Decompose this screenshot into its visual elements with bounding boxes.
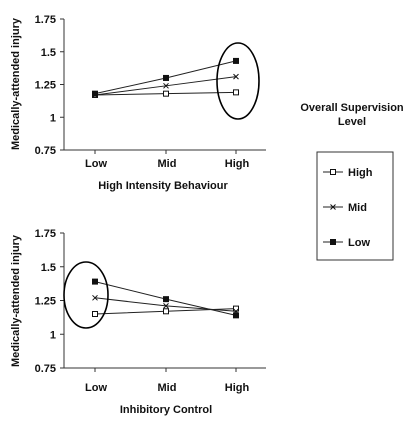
chart-inhibitory-control: 0.75 1 1.25 1.5 1.75 Low Mid High Inhibitory C… xyxy=(10,228,266,416)
series-markers xyxy=(92,57,239,98)
data-point-mid xyxy=(163,82,169,89)
legend-label: High xyxy=(348,167,373,179)
x-axis-ticks: Low Mid High xyxy=(85,150,249,170)
x-tick-label: Mid xyxy=(158,158,177,170)
data-point-low xyxy=(163,74,169,81)
y-tick-label: 1 xyxy=(50,112,56,124)
y-tick-label: 1.25 xyxy=(35,296,56,308)
y-tick-label: 0.75 xyxy=(35,363,56,375)
x-tick-label: High xyxy=(225,158,250,170)
chart-high-intensity-behaviour: 0.75 1 1.25 1.5 1.75 Low Mid High High Intensi… xyxy=(10,14,266,192)
y-tick-label: 1.75 xyxy=(35,14,56,26)
data-point-low xyxy=(92,90,98,97)
y-tick-label: 1 xyxy=(50,329,56,341)
data-point-high xyxy=(163,308,169,315)
y-tick-label: 0.75 xyxy=(35,145,56,157)
data-point-high xyxy=(233,89,239,96)
y-tick-label: 1.5 xyxy=(41,47,56,59)
legend-marker xyxy=(330,239,336,245)
legend-title-line1: Overall Supervision xyxy=(300,102,403,114)
y-tick-label: 1.75 xyxy=(35,228,56,240)
data-point-mid xyxy=(163,303,169,309)
legend-item-low: Low xyxy=(323,237,370,249)
y-tick-label: 1.25 xyxy=(35,80,56,92)
y-axis-ticks: 0.75 1 1.25 1.5 1.75 xyxy=(35,228,64,375)
data-point-low xyxy=(92,278,98,285)
legend-title-line2: Level xyxy=(338,116,366,128)
data-point-high xyxy=(233,305,239,312)
x-tick-label: Low xyxy=(85,158,107,170)
y-axis-ticks: 0.75 1 1.25 1.5 1.75 xyxy=(35,14,64,157)
x-tick-label: Low xyxy=(85,382,107,394)
legend-item-high: High xyxy=(323,167,373,179)
x-axis-label: High Intensity Behaviour xyxy=(98,180,228,192)
legend-marker xyxy=(330,204,336,210)
series-markers xyxy=(92,278,239,319)
legend: Overall Supervision Level High Mid Low xyxy=(300,102,403,261)
legend-marker xyxy=(330,169,336,175)
legend-item-mid: Mid xyxy=(323,202,367,214)
data-point-low xyxy=(163,296,169,303)
data-point-high xyxy=(92,311,98,317)
data-point-mid xyxy=(92,294,98,301)
x-tick-label: High xyxy=(225,382,250,394)
data-point-low xyxy=(233,312,239,319)
highlight-ellipse xyxy=(216,42,260,120)
data-point-high xyxy=(163,90,169,97)
y-axis-label: Medically-attended injury xyxy=(10,234,22,367)
data-point-mid xyxy=(233,73,239,80)
legend-label: Low xyxy=(348,237,370,249)
x-axis-label: Inhibitory Control xyxy=(120,404,212,416)
highlight-ellipse xyxy=(63,261,109,329)
x-tick-label: Mid xyxy=(158,382,177,394)
y-tick-label: 1.5 xyxy=(41,262,56,274)
y-axis-label: Medically-attended injury xyxy=(10,17,22,150)
data-point-low xyxy=(233,57,239,64)
legend-label: Mid xyxy=(348,202,367,214)
x-axis-ticks: Low Mid High xyxy=(85,368,249,394)
